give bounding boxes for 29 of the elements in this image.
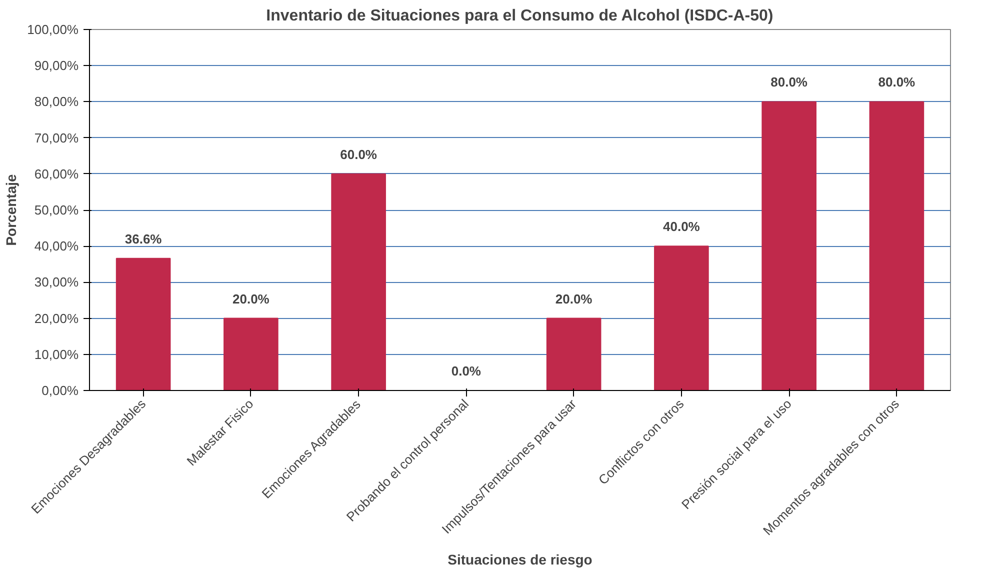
bar — [224, 318, 278, 390]
y-tick-label: 50,00% — [34, 202, 79, 218]
bar — [331, 173, 386, 390]
y-axis-title: Porcentaje — [3, 174, 20, 246]
bar — [116, 258, 171, 390]
bar — [869, 101, 924, 390]
bar — [762, 101, 816, 390]
y-tick-label: 80,00% — [34, 94, 79, 110]
y-tick-label: 60,00% — [34, 166, 79, 182]
bar — [546, 318, 602, 390]
data-label: 20.0% — [232, 291, 270, 306]
data-label: 20.0% — [555, 291, 593, 306]
data-label: 60.0% — [340, 146, 378, 162]
y-tick-label: 90,00% — [34, 58, 79, 74]
data-label: 40.0% — [663, 219, 700, 234]
data-label: 0.0% — [451, 364, 482, 378]
data-label: 80.0% — [770, 74, 808, 90]
x-axis-title: Situaciones de riesgo — [448, 551, 592, 568]
data-label: 80.0% — [878, 74, 916, 90]
y-tick-label: 30,00% — [34, 274, 79, 290]
y-tick-label: 70,00% — [34, 130, 79, 146]
y-tick-label: 40,00% — [34, 238, 79, 254]
y-tick-label: 10,00% — [34, 346, 79, 362]
y-tick-label: 20,00% — [34, 310, 79, 326]
data-label: 36.6% — [124, 231, 162, 246]
y-tick-label: 100,00% — [27, 22, 79, 37]
bar — [654, 246, 709, 390]
y-tick-label: 0,00% — [42, 383, 79, 398]
chart-title: Inventario de Situaciones para el Consumo de Alcohol (ISDC-A-50) — [266, 8, 774, 24]
